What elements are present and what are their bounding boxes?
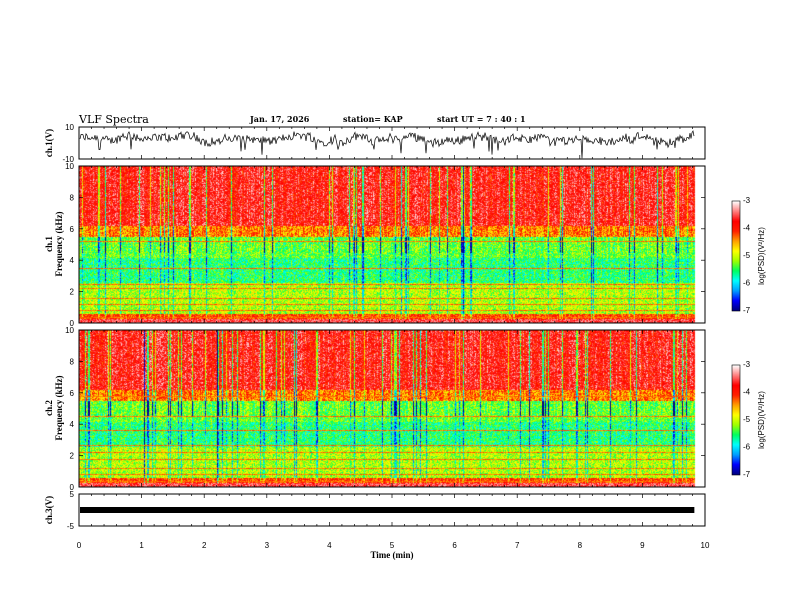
ch1-spectrogram-xticks <box>78 166 706 323</box>
cbt2-label--3: -3 <box>743 360 751 369</box>
xtick-label-0: 0 <box>77 541 82 550</box>
ch2-spectrogram-ylabel-line1: ch.2 <box>44 400 54 416</box>
ch1-waveform-panel: 10 -10 ch.1(V) <box>44 123 706 164</box>
yt3-label-4: 4 <box>70 420 75 429</box>
xtick-label-8: 8 <box>578 541 583 550</box>
cbt2-label--5: -5 <box>743 415 751 424</box>
xtick-label-5: 5 <box>390 541 395 550</box>
ch3-ytick-top: 5 <box>70 490 75 499</box>
ch1-ylabel-channel: ch.1 <box>44 236 54 252</box>
ch1-spectrogram-ylabel-line1: ch.1 <box>44 236 54 252</box>
xtick-label-9: 9 <box>640 541 645 550</box>
ch2-spectrogram-xticks <box>78 330 706 487</box>
ch1-colorbar-frame <box>731 200 741 312</box>
yt3-label-6: 6 <box>70 389 75 398</box>
time-axis-title: Time (min) <box>370 550 413 560</box>
start-time-label: start UT = 7 : 40 : 1 <box>437 114 526 124</box>
xtick-label-7: 7 <box>515 541 520 550</box>
ch1-spectrogram-yticks: 0 2 4 6 8 10 <box>65 162 705 328</box>
ch2-ylabel-channel: ch.2 <box>44 400 54 416</box>
yt3-label-10: 10 <box>65 326 74 335</box>
cbt1-label--6: -6 <box>743 279 751 288</box>
ch2-spectrogram-ylabel-line2: Frequency (kHz) <box>54 375 64 440</box>
figure-title: VLF Spectra <box>78 113 149 126</box>
time-axis-labels: 0 1 2 3 4 5 6 7 8 9 10 <box>77 541 710 550</box>
cbt1-label--3: -3 <box>743 196 751 205</box>
xtick-label-6: 6 <box>452 541 457 550</box>
ch1-waveform-line <box>79 130 695 159</box>
ch1-colorbar-label: log(PSD)(V²/Hz) <box>757 227 766 285</box>
ch1-ytick-bottom: -10 <box>62 155 74 164</box>
yt2-label-8: 8 <box>70 193 75 202</box>
station-label: station= KAP <box>343 114 403 124</box>
yt2-label-10: 10 <box>65 162 74 171</box>
ch3-waveform-panel: 5 -5 ch.3(V) 0 1 2 3 4 5 6 7 8 9 10 Time (min) <box>44 490 710 560</box>
ch1-ytick-top: 10 <box>65 123 74 132</box>
ch2-colorbar <box>732 365 740 475</box>
xtick-label-1: 1 <box>139 541 144 550</box>
date-label: Jan. 17, 2026 <box>249 114 310 124</box>
xtick-label-10: 10 <box>701 541 710 550</box>
yt2-label-4: 4 <box>70 256 75 265</box>
ch1-ylabel-frequency: Frequency (kHz) <box>54 211 64 276</box>
ch1-spectrogram-image <box>79 166 705 323</box>
ch1-xticks <box>78 127 706 159</box>
cbt2-label--4: -4 <box>743 388 751 397</box>
xtick-label-4: 4 <box>327 541 332 550</box>
ch1-spectrogram-ylabel-line2: Frequency (kHz) <box>54 211 64 276</box>
cbt2-label--6: -6 <box>743 443 751 452</box>
ch3-ylabel: ch.3(V) <box>44 496 54 524</box>
xtick-label-2: 2 <box>202 541 207 550</box>
ch1-colorbar-ticks: -3 -4 -5 -6 -7 <box>743 196 751 315</box>
cbt1-label--5: -5 <box>743 251 751 260</box>
yt3-label-2: 2 <box>70 452 75 461</box>
ch2-colorbar-frame <box>731 364 741 476</box>
ch1-colorbar <box>732 201 740 311</box>
yt2-label-6: 6 <box>70 225 75 234</box>
ch2-colorbar-ticks: -3 -4 -5 -6 -7 <box>743 360 751 479</box>
yt3-label-8: 8 <box>70 357 75 366</box>
yt2-label-2: 2 <box>70 288 75 297</box>
ch3-waveform-band <box>80 507 695 513</box>
ch1-ylabel: ch.1(V) <box>44 129 54 157</box>
ch3-ytick-bottom: -5 <box>67 522 75 531</box>
yt2-label-0: 0 <box>70 319 75 328</box>
yt3-label-0: 0 <box>70 483 75 492</box>
cbt1-label--4: -4 <box>743 224 751 233</box>
ch3-xticks <box>78 494 706 526</box>
ch2-colorbar-label: log(PSD)(V²/Hz) <box>757 391 766 449</box>
ch2-spectrogram-image <box>79 330 705 487</box>
cbt1-label--7: -7 <box>743 306 751 315</box>
cbt2-label--7: -7 <box>743 470 751 479</box>
ch2-ylabel-frequency: Frequency (kHz) <box>54 375 64 440</box>
xtick-label-3: 3 <box>265 541 270 550</box>
ch2-spectrogram-yticks: 0 2 4 6 8 10 <box>65 326 705 492</box>
